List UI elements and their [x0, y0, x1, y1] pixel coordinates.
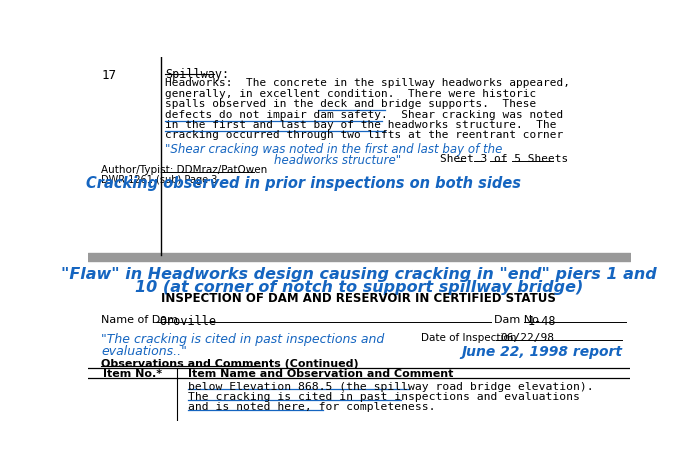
Text: 10 (at corner of notch to support spillway bridge): 10 (at corner of notch to support spillw…	[134, 280, 583, 295]
Text: below Elevation 868.5 (the spillway road bridge elevation).: below Elevation 868.5 (the spillway road…	[188, 382, 594, 392]
Text: Cracking observed in prior inspections on both sides: Cracking observed in prior inspections o…	[87, 176, 522, 191]
Text: The cracking is cited in past inspections and evaluations: The cracking is cited in past inspection…	[188, 392, 580, 402]
Text: Item Name and Observation and Comment: Item Name and Observation and Comment	[188, 368, 454, 378]
Text: cracking occurred through two lifts at the reentrant corner: cracking occurred through two lifts at t…	[165, 130, 564, 140]
Text: INSPECTION OF DAM AND RESERVOIR IN CERTIFIED STATUS: INSPECTION OF DAM AND RESERVOIR IN CERTI…	[161, 292, 556, 305]
Text: June 22, 1998 report: June 22, 1998 report	[461, 345, 622, 359]
Text: evaluations..": evaluations.."	[102, 345, 188, 358]
Text: Headworks:  The concrete in the spillway headworks appeared,: Headworks: The concrete in the spillway …	[165, 79, 570, 88]
Text: spalls observed in the deck and bridge supports.  These: spalls observed in the deck and bridge s…	[165, 99, 536, 109]
Text: defects do not impair dam safety.  Shear cracking was noted: defects do not impair dam safety. Shear …	[165, 110, 564, 120]
Text: headworks structure": headworks structure"	[274, 154, 400, 167]
Text: 06/22/98: 06/22/98	[500, 333, 554, 343]
Text: generally, in excellent condition.  There were historic: generally, in excellent condition. There…	[165, 89, 536, 99]
Text: Sheet 3 of 5 Sheets: Sheet 3 of 5 Sheets	[440, 154, 568, 164]
Text: Oroville: Oroville	[160, 315, 216, 328]
Text: 17: 17	[102, 69, 116, 82]
Text: Author/Typist: DDMraz/PatOwen: Author/Typist: DDMraz/PatOwen	[102, 166, 267, 175]
Text: "Flaw" in Headworks design causing cracking in "end" piers 1 and: "Flaw" in Headworks design causing crack…	[61, 267, 657, 282]
Text: Date of Inspection: Date of Inspection	[421, 333, 517, 343]
Text: Observations and Comments (Continued): Observations and Comments (Continued)	[102, 359, 359, 368]
Text: in the first and last bay of the headworks structure.  The: in the first and last bay of the headwor…	[165, 120, 556, 130]
Text: Item No.*: Item No.*	[103, 368, 162, 378]
Text: "Shear cracking was noted in the first and last bay of the: "Shear cracking was noted in the first a…	[165, 143, 503, 156]
Text: Name of Dam: Name of Dam	[102, 315, 178, 324]
Text: and is noted here, for completeness.: and is noted here, for completeness.	[188, 403, 435, 412]
Text: "The cracking is cited in past inspections and: "The cracking is cited in past inspectio…	[102, 333, 385, 346]
Text: Spillway:: Spillway:	[165, 68, 229, 81]
Text: DWR 1261 (sub) Page 3: DWR 1261 (sub) Page 3	[102, 175, 218, 185]
Text: 1-48: 1-48	[528, 315, 556, 328]
Text: Dam No: Dam No	[494, 315, 539, 324]
